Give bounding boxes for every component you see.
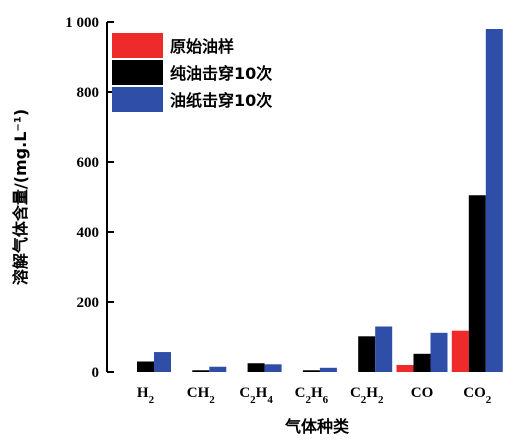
x-tick-label: CH2 <box>187 385 216 406</box>
x-tick-label: CO <box>411 385 434 401</box>
bar-co2-series-2 <box>468 195 486 372</box>
bar-ch2-series-2 <box>192 370 210 372</box>
y-tick-label: 400 <box>77 225 100 241</box>
bar-co-series-2 <box>413 353 431 372</box>
bar-ch2-series-3 <box>209 366 227 372</box>
bar-co2-series-3 <box>485 29 503 372</box>
x-tick-label: CO2 <box>463 385 492 406</box>
bar-c2h2-series-3 <box>375 326 393 372</box>
bar-co-series-3 <box>430 332 448 372</box>
x-tick-label: C2H4 <box>239 385 273 406</box>
legend-label-original: 原始油样 <box>170 37 234 56</box>
legend-swatch-original <box>112 33 163 58</box>
x-tick-label: C2H2 <box>350 385 384 406</box>
legend-label-pure-oil: 纯油击穿10次 <box>170 64 272 83</box>
bar-h2-series-2 <box>137 361 154 372</box>
bar-co2-series-1 <box>451 330 469 372</box>
x-axis-title: 气体种类 <box>284 417 350 436</box>
y-tick-label: 200 <box>77 295 100 311</box>
bar-h2-series-3 <box>154 352 171 372</box>
y-tick-label: 600 <box>77 155 100 171</box>
y-axis-title: 溶解气体含量/(mg.L⁻¹) <box>11 109 30 285</box>
bar-c2h6-series-2 <box>302 370 320 372</box>
x-tick-label: C2H6 <box>295 385 329 406</box>
y-tick-label: 800 <box>77 85 100 101</box>
legend-swatch-pure-oil <box>112 60 163 85</box>
y-ticks-group: 0 200 400 600 800 1 000 <box>65 15 114 381</box>
legend-label-oil-paper: 油纸击穿10次 <box>170 91 272 110</box>
y-tick-label: 0 <box>92 365 100 381</box>
bar-c2h4-series-3 <box>264 364 282 372</box>
bar-c2h6-series-3 <box>319 367 337 372</box>
bar-c2h2-series-2 <box>358 336 376 372</box>
legend-swatch-oil-paper <box>112 87 163 112</box>
bar-c2h4-series-2 <box>247 363 265 372</box>
legend: 原始油样 纯油击穿10次 油纸击穿10次 <box>112 33 272 112</box>
bars-group <box>137 29 503 372</box>
x-ticks-group: H2 CH2 C2H4 C2H6 C2H2 CO CO2 <box>137 385 492 406</box>
x-tick-label: H2 <box>137 385 155 406</box>
y-tick-label: 1 000 <box>65 15 99 31</box>
bar-co-series-1 <box>396 365 414 372</box>
